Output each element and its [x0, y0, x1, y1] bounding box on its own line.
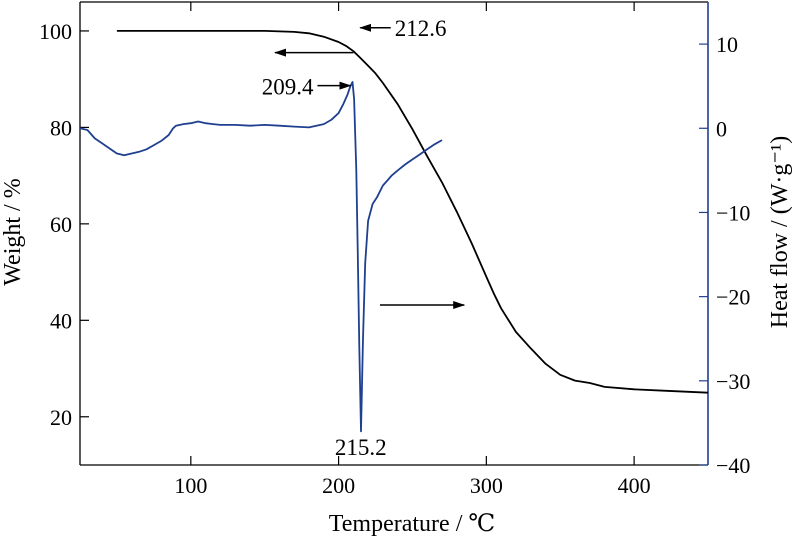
x-axis-title: Temperature / ℃ [329, 511, 495, 537]
y-axis-title-left: Weight / % [0, 178, 26, 285]
x-tick-label: 200 [322, 473, 355, 498]
annotation-label: 215.2 [335, 435, 387, 460]
x-tick-label: 400 [618, 473, 651, 498]
annotation-label: 209.4 [262, 75, 314, 100]
annotation-label: 212.6 [395, 16, 447, 41]
y-left-tick-label: 40 [50, 308, 72, 333]
weight-curve [116, 29, 709, 394]
y-right-tick-label: −40 [716, 453, 750, 478]
y-right-tick-label: 0 [716, 116, 727, 141]
y-right-tick-label: −20 [716, 285, 750, 310]
y-right-tick-label: 10 [716, 32, 738, 57]
y-right-tick-label: −10 [716, 200, 750, 225]
y-axis-title-right: Heat flow / (W·g⁻¹) [767, 136, 793, 328]
x-tick-label: 300 [470, 473, 503, 498]
x-tick-label: 100 [174, 473, 207, 498]
plot-layer: 100 200 300 400 20 40 60 80 100 −40 −30 −20 −10 0 10 21… [39, 1, 750, 498]
heat-flow-curve [79, 81, 443, 433]
y-left-tick-label: 20 [50, 405, 72, 430]
y-left-tick-label: 60 [50, 212, 72, 237]
y-right-tick-label: −30 [716, 369, 750, 394]
y-left-tick-label: 100 [39, 19, 72, 44]
y-left-tick-label: 80 [50, 115, 72, 140]
